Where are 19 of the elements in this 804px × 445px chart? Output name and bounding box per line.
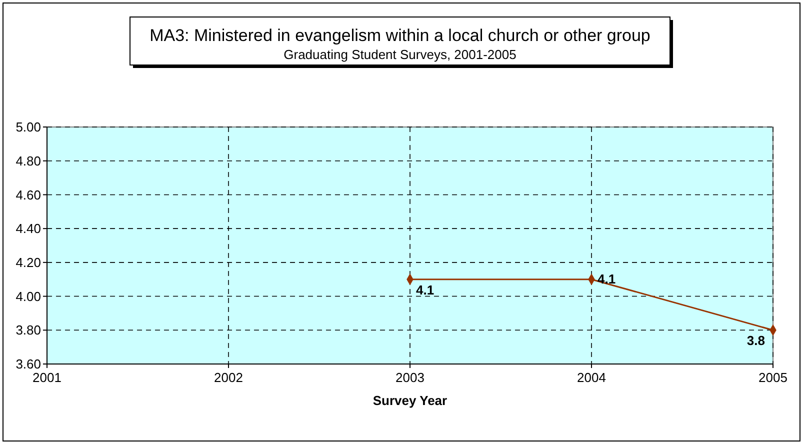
chart-title: MA3: Ministered in evangelism within a local church or other group: [150, 26, 650, 45]
y-tick-label: 5.00: [16, 120, 41, 135]
y-tick-label: 4.60: [16, 187, 41, 202]
y-tick-label: 3.60: [16, 356, 41, 372]
data-label: 4.1: [416, 282, 434, 298]
y-tick-label: 3.80: [16, 322, 41, 338]
y-tick-label: 4.40: [16, 221, 41, 236]
data-label: 3.8: [746, 333, 765, 348]
x-tick-label: 2003: [396, 370, 424, 385]
x-tick-label: 2005: [758, 370, 788, 385]
y-tick-label: 4.00: [16, 288, 41, 304]
x-axis-title: Survey Year: [372, 393, 448, 408]
x-tick-label: 2004: [577, 370, 606, 385]
chart-subtitle: Graduating Student Surveys, 2001-2005: [284, 47, 516, 62]
x-tick-label: 2001: [32, 370, 62, 385]
y-tick-label: 4.20: [16, 254, 41, 270]
data-label: 4.1: [598, 271, 616, 286]
x-tick-label: 2002: [214, 370, 243, 385]
y-tick-label: 4.80: [16, 153, 41, 168]
